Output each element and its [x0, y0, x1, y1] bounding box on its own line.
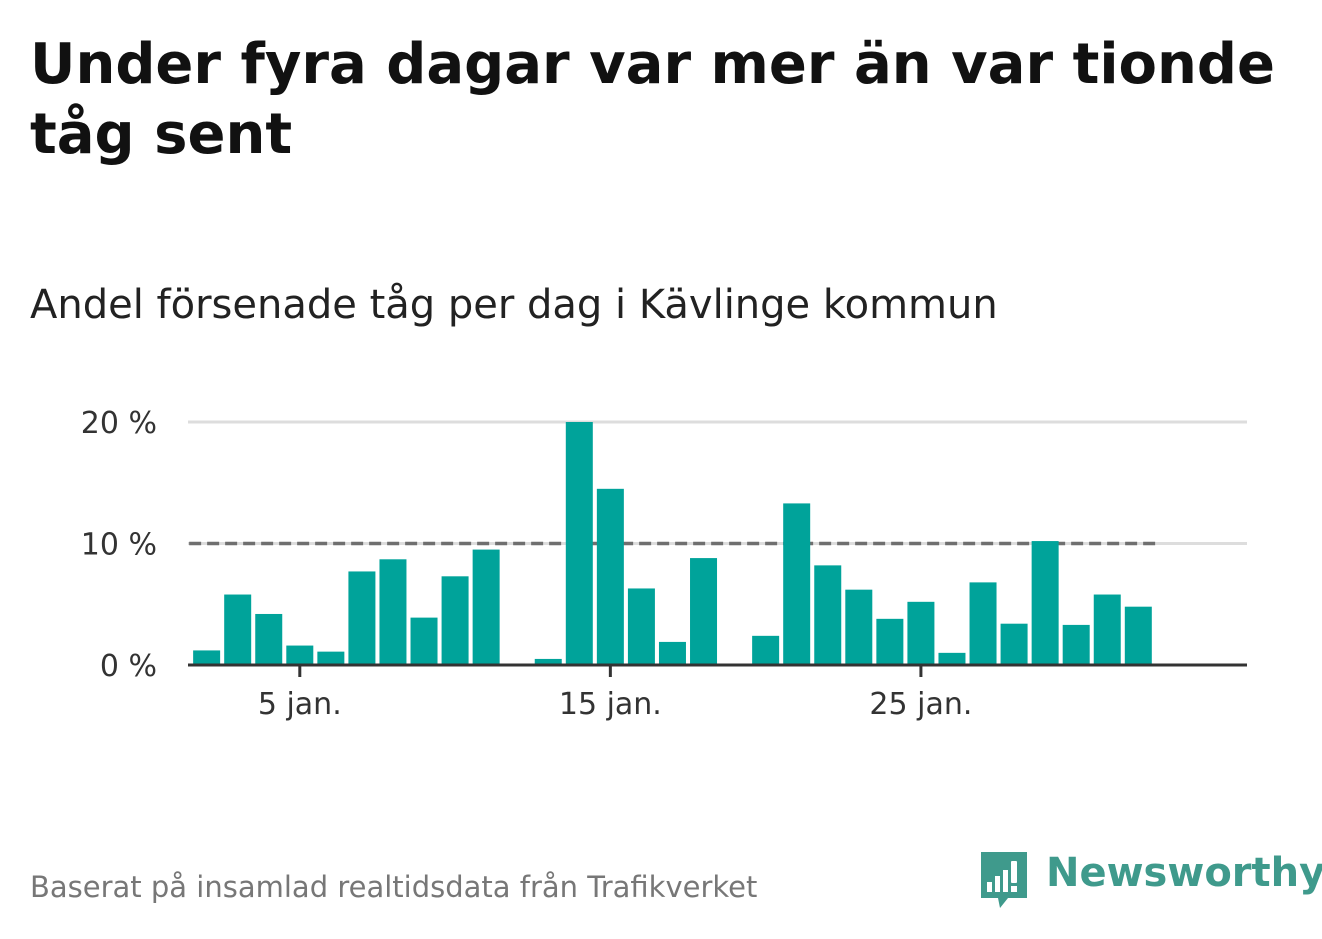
bar: [255, 613, 283, 665]
bar: [1062, 624, 1090, 665]
bar: [193, 650, 221, 665]
chart-subtitle: Andel försenade tåg per dag i Kävlinge k…: [30, 282, 998, 328]
bar: [907, 601, 935, 665]
brand-name: Newsworthy: [1046, 850, 1322, 896]
bar: [379, 559, 407, 665]
x-tick-label: 25 jan.: [869, 687, 972, 722]
x-tick-label: 15 jan.: [559, 687, 662, 722]
bar-chart: 0 % 10 % 20 % 5 jan. 15 jan. 25 jan.: [81, 406, 1247, 722]
bar: [286, 645, 314, 665]
axes: 0 % 10 % 20 % 5 jan. 15 jan. 25 jan.: [81, 406, 1247, 722]
bar: [317, 651, 345, 665]
newsworthy-logo-icon: [981, 852, 1027, 908]
bar: [969, 582, 997, 665]
bar: [1031, 541, 1059, 665]
y-tick-label: 0 %: [100, 649, 157, 684]
bar: [1093, 594, 1121, 665]
bar: [441, 576, 469, 665]
bar: [534, 658, 562, 665]
bar: [783, 503, 811, 665]
bar: [1000, 623, 1028, 665]
bar: [690, 558, 718, 665]
bar: [938, 652, 966, 665]
chart-title: Under fyra dagar var mer än var tionde t…: [30, 32, 1275, 167]
source-note: Baserat på insamlad realtidsdata från Tr…: [30, 870, 758, 904]
bar: [814, 565, 842, 665]
bar: [1124, 606, 1152, 665]
bar: [410, 617, 438, 665]
bar: [845, 589, 873, 665]
bar: [348, 571, 376, 665]
bar: [224, 594, 252, 665]
bar: [876, 618, 904, 665]
bar: [472, 549, 500, 665]
bar: [565, 422, 593, 665]
bar: [627, 588, 655, 665]
grid-lines: [188, 420, 1247, 545]
bars: [193, 422, 1152, 665]
bar: [752, 635, 780, 665]
x-tick-label: 5 jan.: [258, 687, 342, 722]
bar: [596, 488, 624, 665]
y-tick-label: 20 %: [81, 406, 157, 441]
brand-logo[interactable]: Newsworthy: [978, 848, 1322, 912]
y-tick-label: 10 %: [81, 528, 157, 563]
bar: [658, 641, 686, 665]
